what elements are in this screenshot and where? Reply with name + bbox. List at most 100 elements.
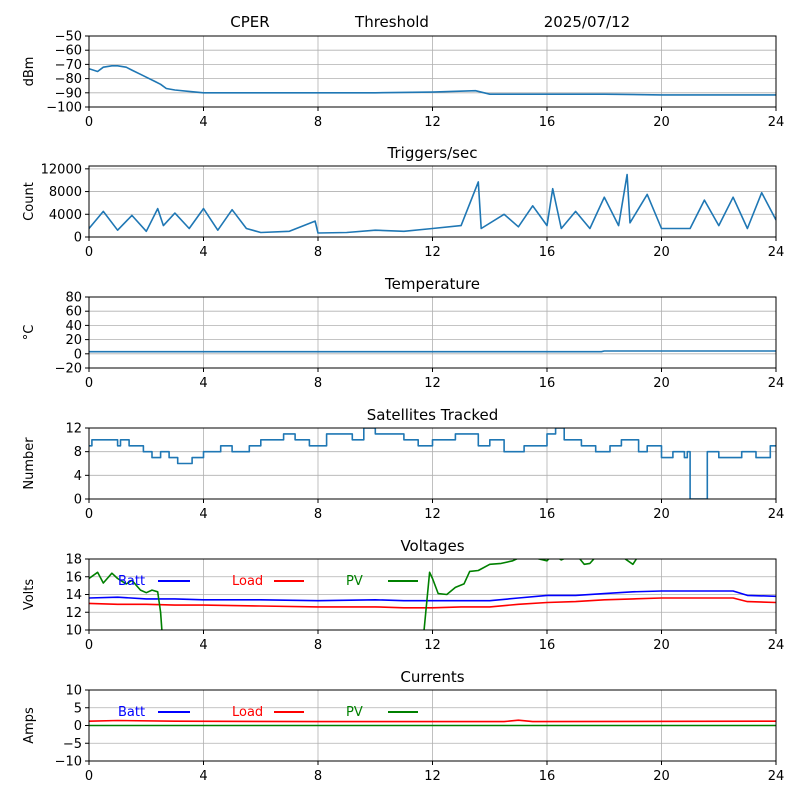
x-tick-label: 8 <box>314 638 322 653</box>
legend-label: Batt <box>118 705 145 720</box>
series-group <box>89 350 776 353</box>
y-tick-label: 0 <box>74 493 82 508</box>
x-tick-label: 20 <box>653 638 670 653</box>
y-tick-label: 0 <box>74 231 82 246</box>
x-tick-label: 24 <box>768 638 785 653</box>
panel-frame <box>88 427 777 500</box>
y-tick-label: −80 <box>55 72 82 87</box>
x-tick-label: 16 <box>539 115 556 130</box>
y-axis-label: Amps <box>22 707 37 744</box>
series-line-pv <box>89 559 638 630</box>
x-tick-label: 4 <box>199 769 207 784</box>
legend-label: Load <box>232 705 263 720</box>
x-tick-label: 12 <box>424 507 441 522</box>
header-mode: Threshold <box>354 13 429 31</box>
y-tick-label: 10 <box>65 684 82 699</box>
panel-title: Currents <box>400 668 464 686</box>
legend-label: Batt <box>118 574 145 589</box>
x-tick-label: 0 <box>85 376 93 391</box>
panel-frame <box>88 558 777 631</box>
legend-label: PV <box>346 574 363 589</box>
x-tick-label: 16 <box>539 245 556 260</box>
legend-label: PV <box>346 705 363 720</box>
panel-frame <box>88 35 777 108</box>
y-tick-label: −5 <box>63 737 82 752</box>
panel-1: 0 4 8 12 16 20 24 0 4000 8000 12000 Triggers/sec Cou… <box>22 144 784 260</box>
panel-title: Voltages <box>400 537 464 555</box>
x-tick-label: 12 <box>424 245 441 260</box>
y-tick-label: 8 <box>74 445 82 460</box>
legend-label: Load <box>232 574 263 589</box>
series-group <box>89 173 776 234</box>
y-axis-label: dBm <box>22 57 37 87</box>
series-line-data <box>89 350 776 353</box>
y-tick-label: −60 <box>55 44 82 59</box>
x-tick-label: 20 <box>653 245 670 260</box>
x-tick-label: 24 <box>768 245 785 260</box>
x-tick-label: 8 <box>314 507 322 522</box>
panel-title: Triggers/sec <box>387 144 478 162</box>
series-line-batt <box>89 590 776 602</box>
x-tick-label: 8 <box>314 115 322 130</box>
panel-0: 0 4 8 12 16 20 24 −100−90−80−70−60−50 dBm <box>22 30 784 131</box>
series-line-load <box>89 719 776 723</box>
panel-5: 0 4 8 12 16 20 24 −10 −5 0 5 10 Currents Amps Batt Load… <box>22 668 784 784</box>
x-tick-label: 20 <box>653 115 670 130</box>
y-axis-label: °C <box>22 325 37 341</box>
x-tick-label: 8 <box>314 376 322 391</box>
y-tick-label: 12 <box>65 422 82 437</box>
series-line-load <box>89 597 776 609</box>
y-axis-label: Number <box>22 437 37 490</box>
panel-title: Satellites Tracked <box>367 406 498 424</box>
y-tick-label: 16 <box>65 570 82 585</box>
x-tick-label: 24 <box>768 376 785 391</box>
y-tick-label: 10 <box>65 624 82 639</box>
x-tick-label: 0 <box>85 507 93 522</box>
y-tick-label: −20 <box>55 362 82 377</box>
y-tick-label: −10 <box>55 755 82 770</box>
series-group <box>89 65 776 96</box>
x-tick-label: 16 <box>539 638 556 653</box>
y-tick-label: −70 <box>55 58 82 73</box>
x-tick-label: 8 <box>314 769 322 784</box>
series-line-data <box>89 428 776 499</box>
x-tick-label: 16 <box>539 507 556 522</box>
x-tick-label: 12 <box>424 115 441 130</box>
y-tick-label: 4000 <box>49 208 82 223</box>
y-tick-label: 5 <box>74 701 82 716</box>
y-tick-label: 20 <box>65 333 82 348</box>
series-group <box>89 719 776 727</box>
y-tick-label: 12 <box>65 606 82 621</box>
x-tick-label: 12 <box>424 769 441 784</box>
series-group <box>89 428 776 499</box>
x-tick-label: 0 <box>85 245 93 260</box>
y-tick-label: 60 <box>65 305 82 320</box>
panel-title: Temperature <box>384 275 480 293</box>
header-date: 2025/07/12 <box>544 13 630 31</box>
y-tick-label: 0 <box>74 719 82 734</box>
x-tick-label: 12 <box>424 638 441 653</box>
series-group <box>89 559 776 630</box>
y-tick-label: 14 <box>65 588 82 603</box>
y-tick-label: 8000 <box>49 185 82 200</box>
y-tick-label: 12000 <box>41 162 82 177</box>
x-tick-label: 4 <box>199 115 207 130</box>
x-tick-label: 0 <box>85 769 93 784</box>
x-tick-label: 24 <box>768 115 785 130</box>
x-tick-label: 20 <box>653 507 670 522</box>
x-tick-label: 16 <box>539 769 556 784</box>
x-tick-label: 24 <box>768 507 785 522</box>
y-tick-label: −100 <box>46 101 82 116</box>
panel-frame <box>88 296 777 369</box>
header-site: CPER <box>230 13 269 31</box>
panel-4: 0 4 8 12 16 20 24 10 12 14 16 18 Voltages Volts Batt Lo… <box>22 537 784 653</box>
y-tick-label: 40 <box>65 319 82 334</box>
x-tick-label: 24 <box>768 769 785 784</box>
x-tick-label: 20 <box>653 376 670 391</box>
y-tick-label: 80 <box>65 291 82 306</box>
x-tick-label: 8 <box>314 245 322 260</box>
y-tick-label: −90 <box>55 86 82 101</box>
y-axis-label: Volts <box>22 579 37 611</box>
